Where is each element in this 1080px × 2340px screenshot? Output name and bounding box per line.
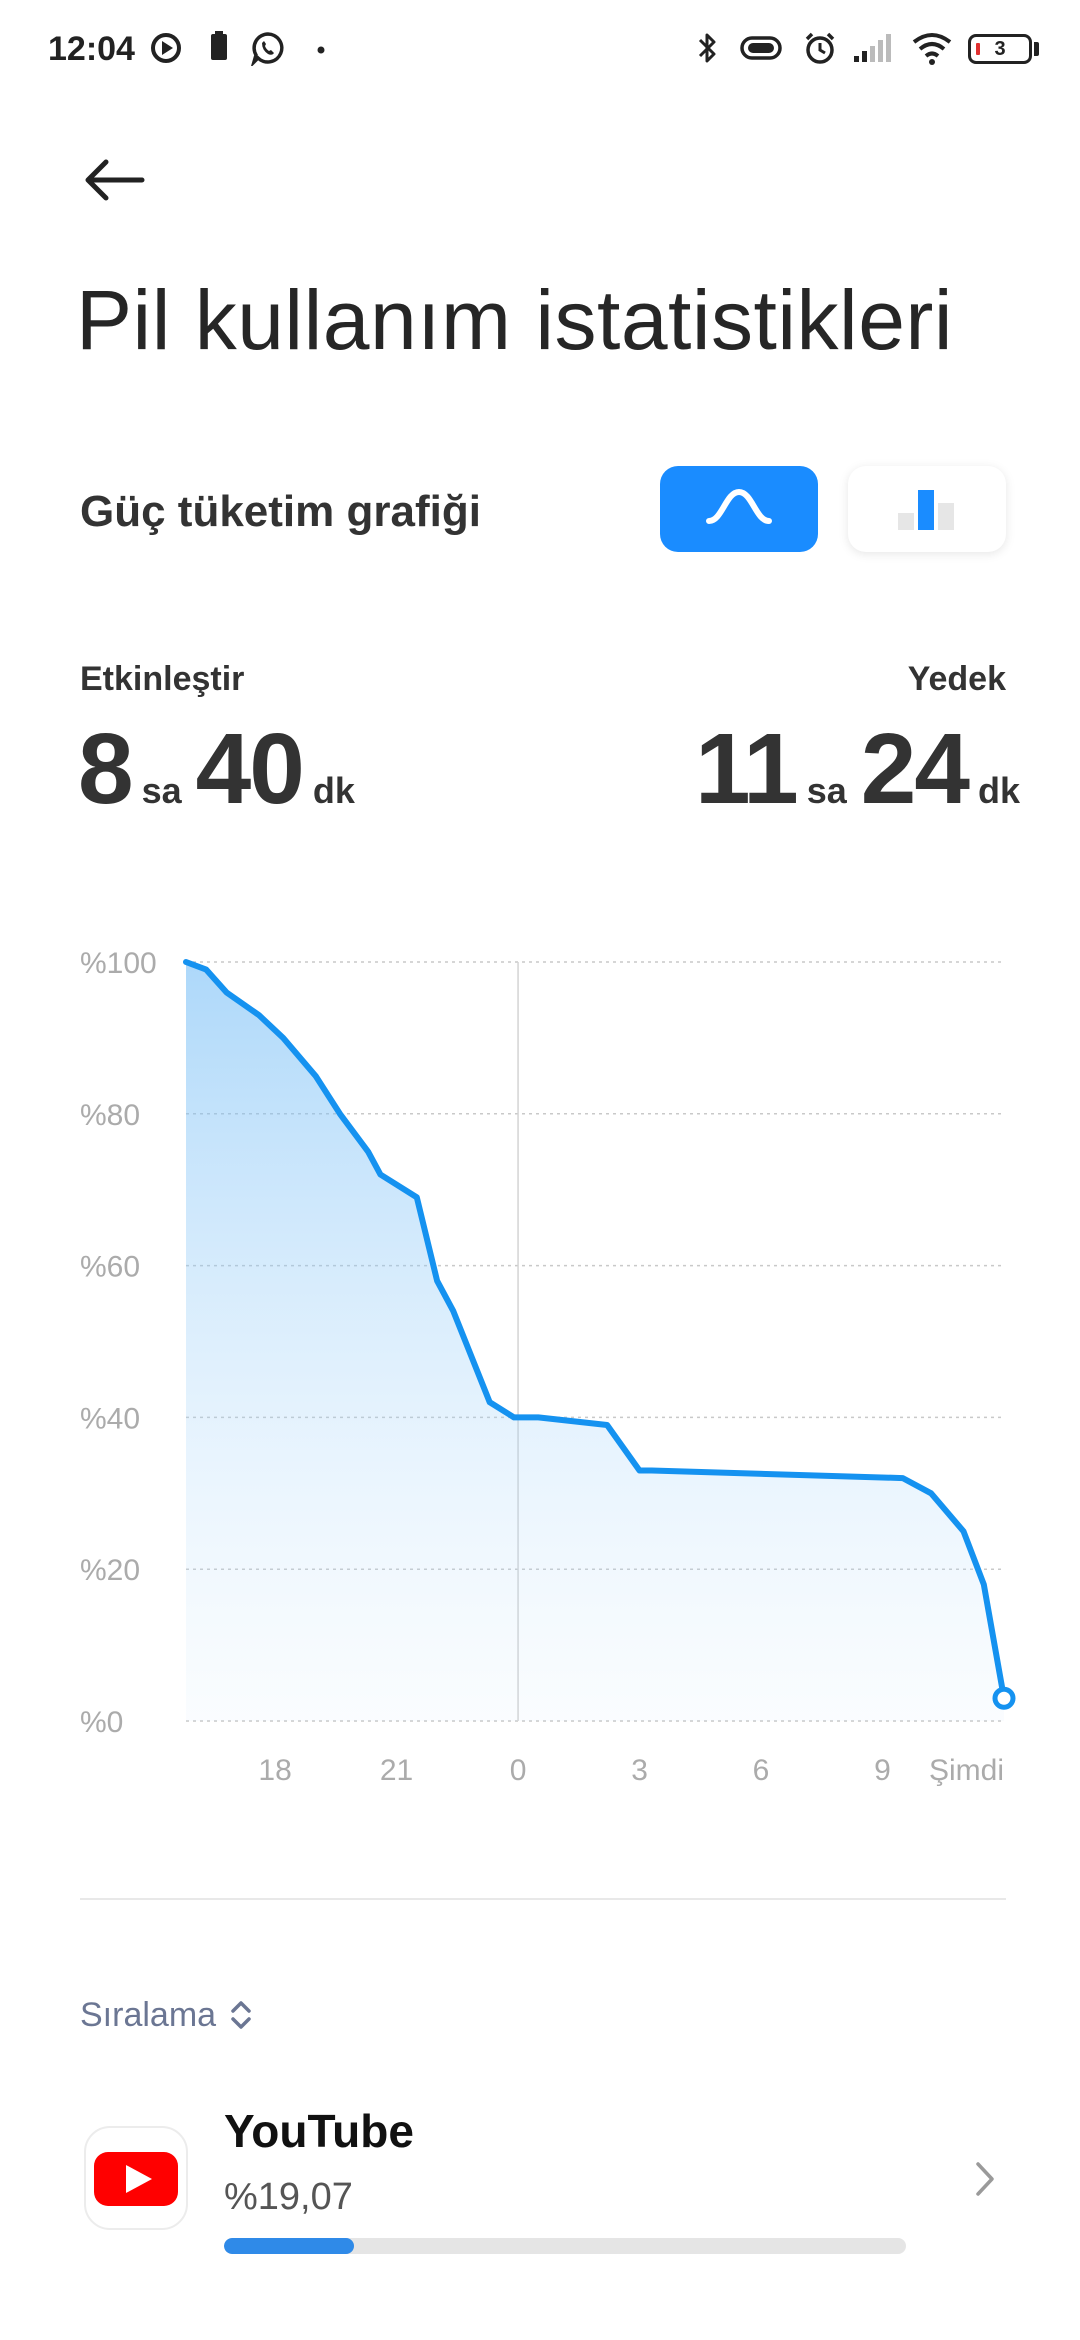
line-chart-icon xyxy=(706,488,772,524)
sort-label: Sıralama xyxy=(80,1995,217,2034)
chart-x-tick-label: Şimdi xyxy=(929,1754,1004,1787)
chart-x-tick-label: 9 xyxy=(874,1754,891,1787)
bar-chart-icon xyxy=(898,490,954,530)
chart-y-tick-label: %0 xyxy=(80,1706,123,1739)
bar-chart-toggle-button[interactable] xyxy=(848,466,1006,552)
battery-level: 3 xyxy=(994,38,1006,60)
graph-section-title: Güç tüketim grafiği xyxy=(80,487,481,536)
app-name: YouTube xyxy=(224,2105,414,2157)
active-minutes: 40 xyxy=(195,713,305,825)
sim-card-icon xyxy=(211,31,227,60)
youtube-icon xyxy=(94,2152,178,2206)
sort-updown-icon xyxy=(231,2001,251,2029)
chart-y-tick-label: %100 xyxy=(80,947,157,980)
active-minutes-unit: dk xyxy=(312,770,355,811)
app-usage-bar-fill xyxy=(224,2238,355,2254)
play-circle-icon xyxy=(151,33,181,63)
app-icon-container xyxy=(84,2126,188,2230)
standby-time-value: 11 sa 24 dk xyxy=(695,712,1020,832)
active-time-value: 8 sa 40 dk xyxy=(78,712,369,832)
chart-current-point xyxy=(992,1686,1016,1710)
divider xyxy=(80,1898,1006,1900)
app-usage-bar xyxy=(224,2238,906,2254)
standby-hours-unit: sa xyxy=(806,770,847,811)
standby-hours: 11 xyxy=(694,713,799,825)
bluetooth-icon xyxy=(698,33,716,63)
signal-icon xyxy=(854,34,891,62)
app-usage-percent: %19,07 xyxy=(224,2176,353,2218)
line-chart-toggle-button[interactable] xyxy=(660,466,818,552)
page-title: Pil kullanım istatistikleri xyxy=(76,273,954,367)
whatsapp-icon xyxy=(251,32,284,66)
chart-x-tick-label: 0 xyxy=(510,1754,527,1787)
standby-minutes: 24 xyxy=(860,713,970,825)
chevron-right-icon xyxy=(976,2162,994,2196)
back-button[interactable] xyxy=(80,150,150,210)
active-time-label: Etkinleştir xyxy=(80,660,245,698)
chart-x-tick-label: 21 xyxy=(380,1754,413,1787)
chart-x-tick-label: 3 xyxy=(631,1754,648,1787)
status-bar: 12:04 3 xyxy=(0,0,1080,100)
active-hours: 8 xyxy=(78,713,134,825)
chart-y-tick-label: %60 xyxy=(80,1251,140,1284)
chart-area-fill xyxy=(186,962,1004,1721)
vibrate-icon xyxy=(740,36,782,60)
arrow-left-icon xyxy=(85,159,145,201)
active-hours-unit: sa xyxy=(141,770,182,811)
status-time: 12:04 xyxy=(48,30,135,68)
chart-y-tick-label: %40 xyxy=(80,1402,140,1435)
standby-time-label: Yedek xyxy=(907,660,1006,698)
battery-icon: 3 xyxy=(968,34,1032,64)
chart-y-tick-label: %80 xyxy=(80,1099,140,1132)
standby-minutes-unit: dk xyxy=(977,770,1020,811)
chart-x-tick-label: 18 xyxy=(258,1754,291,1787)
alarm-icon xyxy=(805,32,835,64)
chart-x-tick-label: 6 xyxy=(753,1754,770,1787)
chart-y-tick-label: %20 xyxy=(80,1554,140,1587)
battery-usage-chart: %100 %80 %60 %40 %20 %0 18 21 0 3 6 9 Şimdi xyxy=(80,947,1016,1787)
chart-series-line xyxy=(183,959,1007,1702)
wifi-icon xyxy=(912,33,952,65)
dot-icon xyxy=(317,46,325,54)
sort-button[interactable]: Sıralama xyxy=(80,1990,258,2040)
app-list-item[interactable]: YouTube %19,07 xyxy=(80,2100,1006,2260)
